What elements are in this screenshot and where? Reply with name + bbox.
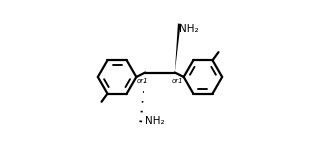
Text: NH₂: NH₂ <box>145 116 164 126</box>
Polygon shape <box>175 24 180 73</box>
Text: or1: or1 <box>137 78 148 84</box>
Text: or1: or1 <box>172 78 183 84</box>
Text: NH₂: NH₂ <box>179 24 198 34</box>
